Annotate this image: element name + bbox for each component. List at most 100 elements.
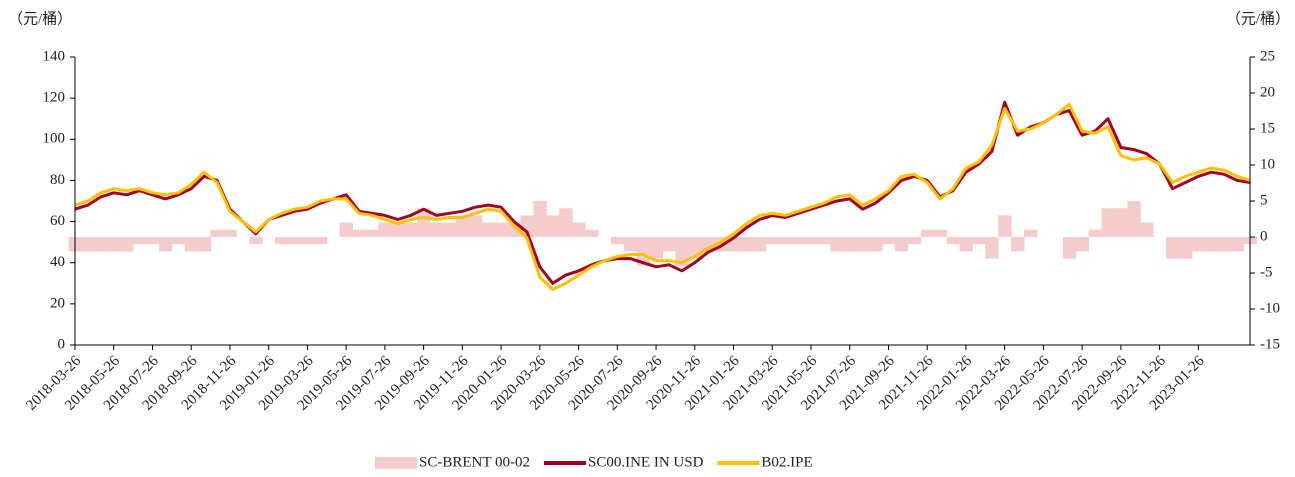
spread-bar [946,237,960,245]
spread-bar [1011,237,1025,252]
spread-bar [171,237,186,245]
spread-bar [288,237,302,245]
spread-bar [417,208,431,237]
spread-bar [933,229,948,237]
spread-bar [959,237,973,252]
spread-bar [378,222,392,237]
spread-bar [610,237,625,245]
spread-bar [430,222,444,237]
spread-bar [1204,237,1219,252]
spread-bar [352,229,367,237]
spread-bar [882,237,896,245]
spread-bar [972,237,986,245]
y-tick-label: 140 [43,48,66,64]
spread-bar [146,237,160,245]
spread-bar [920,229,935,237]
spread-bar [817,237,831,245]
spread-bar [223,229,237,237]
spread-bar [804,237,818,245]
spread-bar [120,237,134,252]
spread-bar [649,237,663,259]
spread-bar [468,215,483,237]
spread-bar [675,237,689,266]
spread-bar [365,229,379,237]
spread-bar [494,222,509,237]
spread-bar [907,237,922,245]
y-tick-label: 20 [50,295,65,311]
spread-bar [1191,237,1206,252]
spread-bar [94,237,108,252]
y2-tick-label: -15 [1260,336,1280,352]
spread-bar [1217,237,1232,252]
spread-bar [985,237,999,259]
spread-bar [765,237,780,245]
legend-label: B02.IPE [761,454,812,470]
spread-bar [158,237,173,252]
spread-bar [391,222,405,237]
spread-bar [81,237,95,252]
spread-bar [107,237,121,252]
spread-bar [1101,208,1115,237]
y2-tick-label: 5 [1260,192,1268,208]
spread-bar [1024,229,1038,237]
y2-tick-label: 15 [1260,120,1275,136]
spread-bar [275,237,289,245]
spread-bar [843,237,857,252]
spread-bar [313,237,328,245]
spread-bar [1088,229,1103,237]
y2-tick-label: -5 [1260,264,1273,280]
legend-swatch [375,457,417,469]
y-tick-label: 60 [50,213,65,229]
price-line [74,102,1251,291]
spread-bar [662,237,676,252]
spread-bar [210,229,224,237]
spread-bar [533,201,547,237]
spread-bar [869,237,883,252]
y2-tick-label: 10 [1260,156,1275,172]
spread-bar [791,237,806,245]
spread-bar [1114,208,1128,237]
spread-bar [559,208,573,237]
spread-bar [1062,237,1077,259]
spread-bar [752,237,767,252]
spread-bar [1230,237,1245,252]
spread-bar [1140,222,1154,237]
spread-bar [739,237,754,252]
spread-bar [404,222,418,237]
spread-bar [520,215,534,237]
spread-bar [133,237,147,245]
spread-bar [546,215,560,237]
y-tick-label: 100 [43,131,66,147]
spread-bar [442,222,457,237]
spread-bar [300,237,315,245]
spread-bar [455,215,470,237]
spread-bar [1075,237,1090,252]
spread-bar [197,237,212,252]
spread-bar [585,229,599,237]
y2-axis-label: （元/桶） [1226,10,1290,27]
spread-bar [184,237,199,252]
y2-tick-label: 25 [1260,48,1275,64]
y-axis-label: （元/桶） [8,10,72,27]
y-tick-label: 120 [43,90,66,106]
legend-label: SC-BRENT 00-02 [419,454,530,470]
spread-bar [1178,237,1193,259]
plot [68,100,1257,291]
spread-bar [894,237,909,252]
spread-bar [572,222,586,237]
y-tick-label: 80 [50,172,65,188]
spread-bar [778,237,793,245]
spread-bar [998,215,1012,237]
legend-label: SC00.INE IN USD [588,454,704,470]
spread-bar [249,237,263,245]
spread-bar [830,237,844,252]
spread-bar [623,237,638,252]
spread-bar [1166,237,1180,259]
y2-tick-label: -10 [1260,300,1280,316]
spread-bar [636,237,651,266]
y-tick-label: 0 [58,336,66,352]
spread-bar [339,222,354,237]
y2-tick-label: 20 [1260,84,1275,100]
y-tick-label: 40 [50,254,65,270]
